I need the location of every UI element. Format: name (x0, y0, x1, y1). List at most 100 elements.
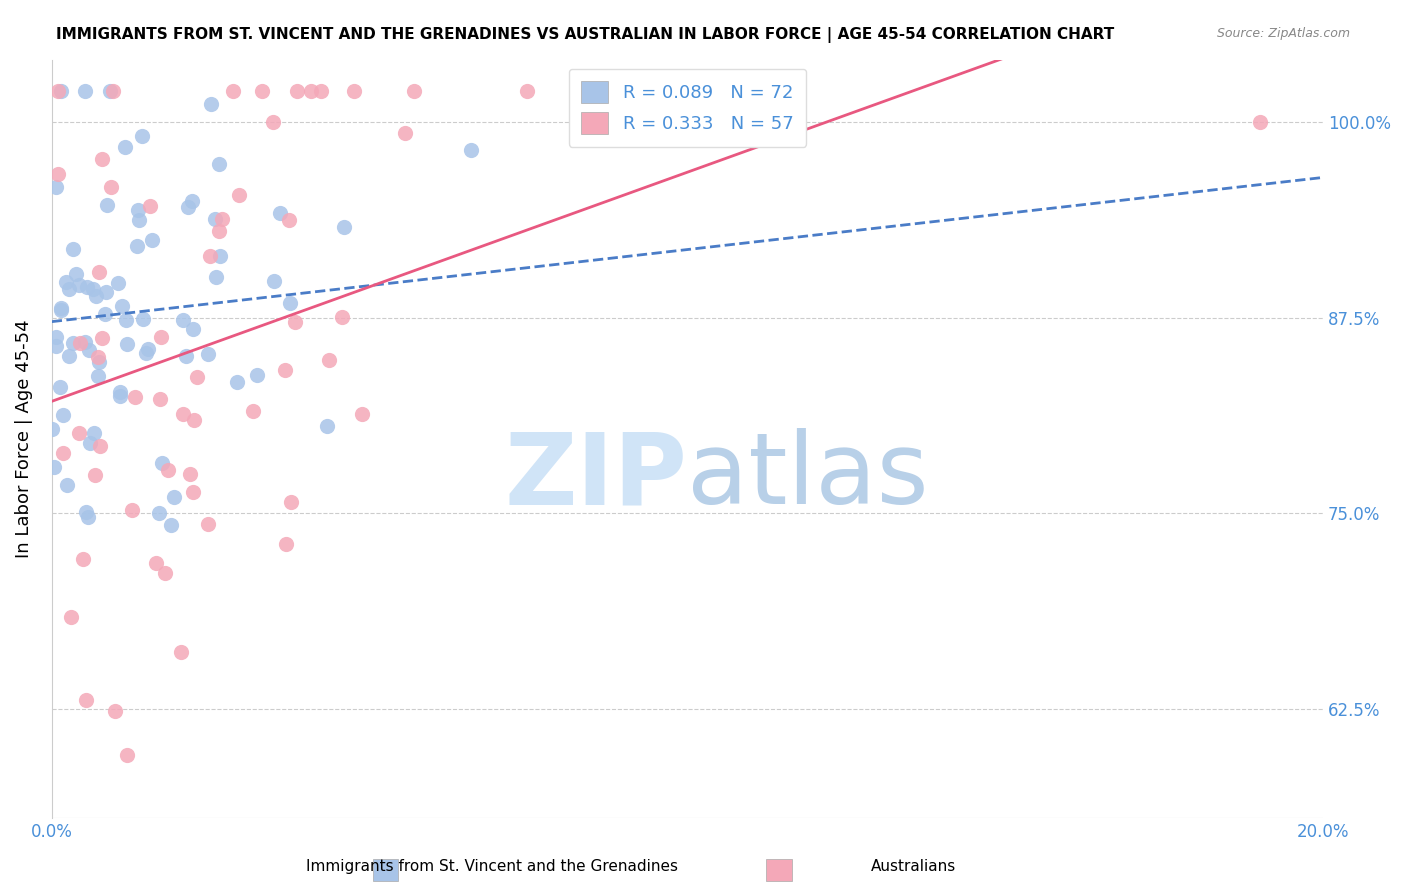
Point (79, 343, 101, 358)
Point (82, 282, 104, 296)
Point (197, 517, 219, 532)
Point (228, 188, 250, 202)
Point (87, 351, 110, 365)
Point (221, 84, 243, 98)
Point (173, 313, 195, 327)
Point (72, 552, 94, 566)
Point (350, 407, 373, 421)
Text: Source: ZipAtlas.com: Source: ZipAtlas.com (1216, 27, 1350, 40)
Text: IMMIGRANTS FROM ST. VINCENT AND THE GRENADINES VS AUSTRALIAN IN LABOR FORCE | AG: IMMIGRANTS FROM ST. VINCENT AND THE GREN… (56, 27, 1115, 43)
Point (128, 213, 150, 227)
Point (100, 180, 122, 194)
Point (65, 267, 87, 281)
Point (62, 242, 84, 256)
Point (246, 368, 269, 382)
Point (117, 747, 139, 762)
Point (55, 275, 77, 289)
Point (208, 249, 231, 263)
Point (121, 503, 143, 517)
Point (45, 330, 67, 344)
Point (96, 197, 118, 211)
Point (131, 129, 153, 144)
Point (177, 201, 200, 215)
Point (46, 84, 69, 98)
Legend: R = 0.089   N = 72, R = 0.333   N = 57: R = 0.089 N = 72, R = 0.333 N = 57 (568, 69, 806, 147)
Point (135, 346, 157, 360)
Point (183, 412, 205, 426)
Point (200, 249, 222, 263)
Point (75, 693, 97, 707)
Point (76, 280, 98, 294)
Point (197, 347, 219, 361)
Point (52, 408, 75, 422)
Point (148, 392, 170, 407)
Point (62, 335, 84, 350)
Point (136, 342, 159, 356)
Point (94, 285, 117, 299)
Point (280, 494, 302, 508)
Point (49, 84, 72, 98)
Point (79, 435, 101, 450)
Point (108, 389, 131, 403)
Point (181, 484, 204, 499)
Point (111, 299, 134, 313)
Point (94, 307, 117, 321)
Point (115, 312, 138, 326)
Point (89, 265, 111, 279)
Point (516, 84, 538, 98)
Point (242, 404, 264, 418)
Point (207, 157, 229, 171)
Point (117, 337, 139, 351)
Point (318, 353, 340, 368)
Point (84, 467, 107, 482)
Point (45, 339, 67, 353)
Point (75, 505, 97, 519)
Point (205, 269, 228, 284)
Point (208, 224, 231, 238)
Point (104, 704, 127, 718)
Point (172, 407, 194, 421)
Point (200, 96, 222, 111)
Point (75, 84, 97, 98)
Point (211, 211, 233, 226)
Point (128, 202, 150, 217)
Point (333, 220, 356, 235)
Point (42, 459, 65, 474)
Text: Australians: Australians (872, 859, 956, 874)
Point (181, 194, 204, 208)
Point (67, 277, 90, 292)
Point (309, 84, 332, 98)
Point (278, 213, 301, 227)
Point (83, 425, 105, 440)
Point (60, 610, 83, 624)
Point (404, 84, 426, 98)
Point (183, 322, 205, 336)
Point (394, 126, 416, 140)
Point (48, 380, 70, 394)
Point (148, 506, 170, 520)
Point (252, 84, 274, 98)
Point (69, 336, 91, 351)
Point (269, 206, 291, 220)
Point (98, 84, 121, 98)
Point (77, 509, 100, 524)
Point (46, 167, 69, 181)
Point (56, 478, 79, 492)
Point (101, 84, 124, 98)
Point (278, 295, 301, 310)
Y-axis label: In Labor Force | Age 45-54: In Labor Force | Age 45-54 (15, 319, 32, 558)
Point (170, 645, 193, 659)
Point (114, 140, 136, 154)
Point (52, 446, 75, 460)
Point (90, 153, 112, 167)
Point (41, 422, 63, 436)
Point (58, 282, 80, 296)
Point (89, 439, 111, 453)
Point (132, 312, 155, 326)
Point (91, 331, 114, 345)
Point (186, 370, 208, 384)
Point (110, 384, 132, 399)
Point (141, 233, 163, 247)
Point (150, 329, 173, 343)
Point (204, 211, 226, 226)
